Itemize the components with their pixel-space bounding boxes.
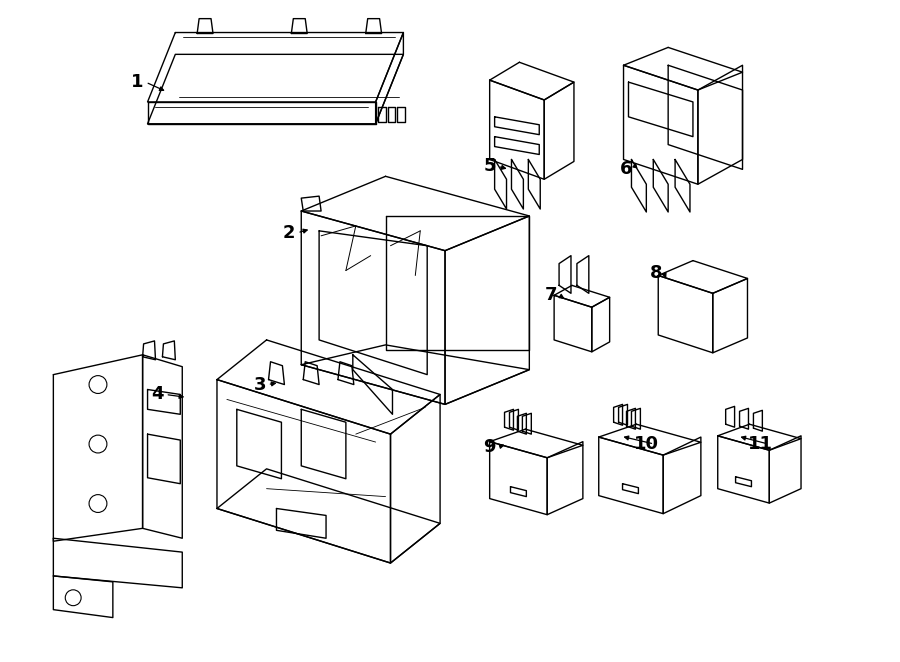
Polygon shape <box>320 231 428 375</box>
Polygon shape <box>217 340 440 434</box>
Text: 3: 3 <box>254 375 266 393</box>
Text: 6: 6 <box>620 160 633 178</box>
Polygon shape <box>365 19 382 34</box>
Polygon shape <box>544 82 574 179</box>
Text: 9: 9 <box>483 438 496 456</box>
Text: 11: 11 <box>748 435 773 453</box>
Polygon shape <box>735 477 752 487</box>
Polygon shape <box>547 442 583 514</box>
Polygon shape <box>663 437 701 514</box>
Polygon shape <box>53 538 183 588</box>
Text: 5: 5 <box>483 158 496 175</box>
Text: 1: 1 <box>131 73 144 91</box>
Polygon shape <box>626 408 635 429</box>
Polygon shape <box>717 424 801 450</box>
Polygon shape <box>740 408 749 429</box>
Text: 2: 2 <box>284 224 295 242</box>
Polygon shape <box>53 576 112 618</box>
Polygon shape <box>148 54 403 124</box>
Text: 10: 10 <box>634 435 659 453</box>
Polygon shape <box>528 160 540 209</box>
Polygon shape <box>142 355 183 538</box>
Polygon shape <box>148 434 180 484</box>
Polygon shape <box>302 409 346 479</box>
Polygon shape <box>148 389 180 414</box>
Polygon shape <box>725 406 734 427</box>
Polygon shape <box>292 19 307 34</box>
Polygon shape <box>302 345 529 404</box>
Polygon shape <box>559 256 571 293</box>
Polygon shape <box>632 408 641 429</box>
Polygon shape <box>598 437 663 514</box>
Polygon shape <box>624 48 742 90</box>
Polygon shape <box>197 19 213 34</box>
Polygon shape <box>554 285 609 307</box>
Polygon shape <box>276 508 326 538</box>
Polygon shape <box>302 176 529 251</box>
Polygon shape <box>445 216 529 404</box>
Polygon shape <box>53 355 142 542</box>
Polygon shape <box>142 341 156 359</box>
Polygon shape <box>237 409 282 479</box>
Polygon shape <box>490 429 583 457</box>
Polygon shape <box>217 379 391 563</box>
Polygon shape <box>148 32 403 102</box>
Polygon shape <box>658 261 748 293</box>
Polygon shape <box>592 297 609 352</box>
Polygon shape <box>623 484 638 494</box>
Polygon shape <box>698 66 742 184</box>
Polygon shape <box>717 436 770 503</box>
Polygon shape <box>398 107 405 122</box>
Polygon shape <box>302 211 445 404</box>
Polygon shape <box>668 66 742 169</box>
Polygon shape <box>713 279 748 353</box>
Polygon shape <box>353 355 392 414</box>
Polygon shape <box>753 410 762 431</box>
Polygon shape <box>495 117 539 134</box>
Polygon shape <box>217 469 440 563</box>
Polygon shape <box>391 395 440 563</box>
Polygon shape <box>675 160 690 212</box>
Polygon shape <box>510 487 526 496</box>
Polygon shape <box>495 160 507 209</box>
Polygon shape <box>302 196 321 211</box>
Polygon shape <box>624 66 698 184</box>
Polygon shape <box>509 409 518 430</box>
Polygon shape <box>303 361 320 385</box>
Polygon shape <box>148 102 375 124</box>
Polygon shape <box>375 32 403 124</box>
Polygon shape <box>658 275 713 353</box>
Polygon shape <box>495 136 539 154</box>
Polygon shape <box>338 361 354 385</box>
Polygon shape <box>511 160 524 209</box>
Polygon shape <box>628 82 693 136</box>
Text: 4: 4 <box>151 385 164 403</box>
Polygon shape <box>490 80 544 179</box>
Polygon shape <box>490 442 547 514</box>
Polygon shape <box>385 216 529 350</box>
Polygon shape <box>388 107 395 122</box>
Polygon shape <box>162 341 176 359</box>
Polygon shape <box>618 404 627 425</box>
Text: 7: 7 <box>544 286 557 305</box>
Polygon shape <box>598 424 701 455</box>
Polygon shape <box>653 160 668 212</box>
Polygon shape <box>505 409 514 430</box>
Polygon shape <box>518 413 526 434</box>
Polygon shape <box>577 256 589 293</box>
Polygon shape <box>490 62 574 100</box>
Polygon shape <box>770 436 801 503</box>
Polygon shape <box>268 361 284 385</box>
Polygon shape <box>614 404 623 425</box>
Polygon shape <box>522 413 531 434</box>
Polygon shape <box>554 295 592 352</box>
Text: 8: 8 <box>650 265 662 283</box>
Polygon shape <box>632 160 646 212</box>
Polygon shape <box>378 107 385 122</box>
